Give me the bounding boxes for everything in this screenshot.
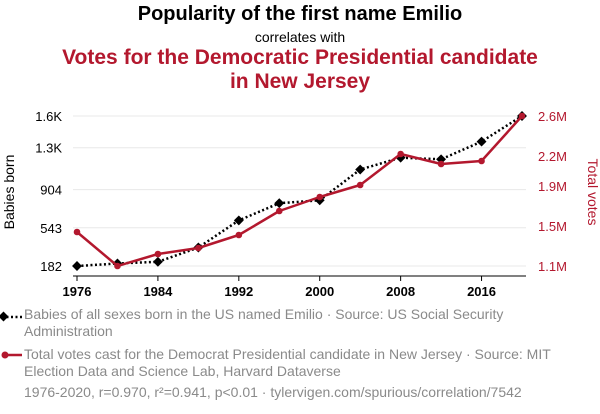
- data-point-2: [275, 207, 283, 215]
- legend-marker-votes: [1, 351, 22, 359]
- legend-marker-babies: [0, 311, 22, 322]
- data-point-2: [154, 250, 162, 258]
- chart-subtitle: correlates with: [254, 29, 346, 45]
- data-point-1: [436, 154, 447, 165]
- chart-title: Popularity of the first name Emilio: [137, 3, 463, 25]
- data-point-1: [72, 261, 82, 271]
- data-point-2: [114, 262, 121, 270]
- data-point-2: [235, 231, 243, 239]
- data-point-2: [397, 150, 404, 158]
- data-point-2: [356, 181, 364, 189]
- y-left-tick-label: 1.3K: [35, 141, 62, 156]
- data-point-1: [233, 215, 244, 226]
- data-point-2: [437, 160, 445, 168]
- x-tick-label: 2016: [467, 284, 496, 299]
- series-line-2: [76, 115, 523, 268]
- legend-label-votes: Total votes cast for the Democrat Presid…: [24, 346, 551, 379]
- data-point-2: [316, 193, 324, 201]
- y-right-tick-label: 2.6M: [538, 109, 567, 124]
- y-right-tick-label: 1.9M: [538, 179, 567, 194]
- y-left-axis-label: Babies born: [1, 155, 17, 230]
- x-tick-label: 1984: [143, 284, 173, 299]
- data-point-2: [478, 157, 485, 165]
- y-left-tick-label: 543: [40, 221, 62, 236]
- y-left-tick-label: 904: [40, 183, 62, 198]
- y-left-tick-label: 182: [40, 259, 62, 274]
- x-tick-label: 2008: [386, 284, 415, 299]
- series-line-1: [76, 114, 523, 268]
- chart-title-secondary: Votes for the Democratic Presidential ca…: [62, 46, 538, 93]
- data-point-2: [73, 228, 81, 236]
- data-point-1: [152, 256, 163, 267]
- x-tick-label: 1992: [224, 284, 253, 299]
- x-tick-label: 2000: [305, 284, 334, 299]
- data-point-1: [355, 164, 366, 175]
- y-right-axis-label: Total votes: [585, 159, 600, 226]
- legend-label-babies: Babies of all sexes born in the US named…: [24, 306, 504, 339]
- y-right-tick-label: 1.5M: [538, 219, 567, 234]
- data-point-1: [274, 198, 285, 209]
- y-left-tick-label: 1.6K: [35, 109, 62, 124]
- data-point-2: [195, 244, 202, 252]
- y-right-tick-label: 2.2M: [538, 149, 567, 164]
- x-tick-label: 1976: [63, 284, 92, 299]
- footer-caption: 1976-2020, r=0.970, r²=0.941, p<0.01 · t…: [24, 384, 522, 400]
- data-point-2: [518, 112, 526, 120]
- data-point-1: [476, 136, 487, 147]
- y-right-tick-label: 1.1M: [538, 259, 567, 274]
